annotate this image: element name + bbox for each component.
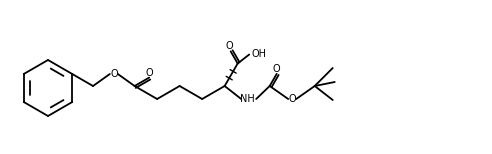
Text: O: O [288, 94, 296, 104]
Text: O: O [145, 68, 153, 78]
Text: NH: NH [240, 94, 254, 104]
Text: O: O [273, 64, 280, 74]
Text: OH: OH [252, 49, 267, 59]
Text: O: O [226, 41, 234, 51]
Text: O: O [110, 69, 118, 79]
